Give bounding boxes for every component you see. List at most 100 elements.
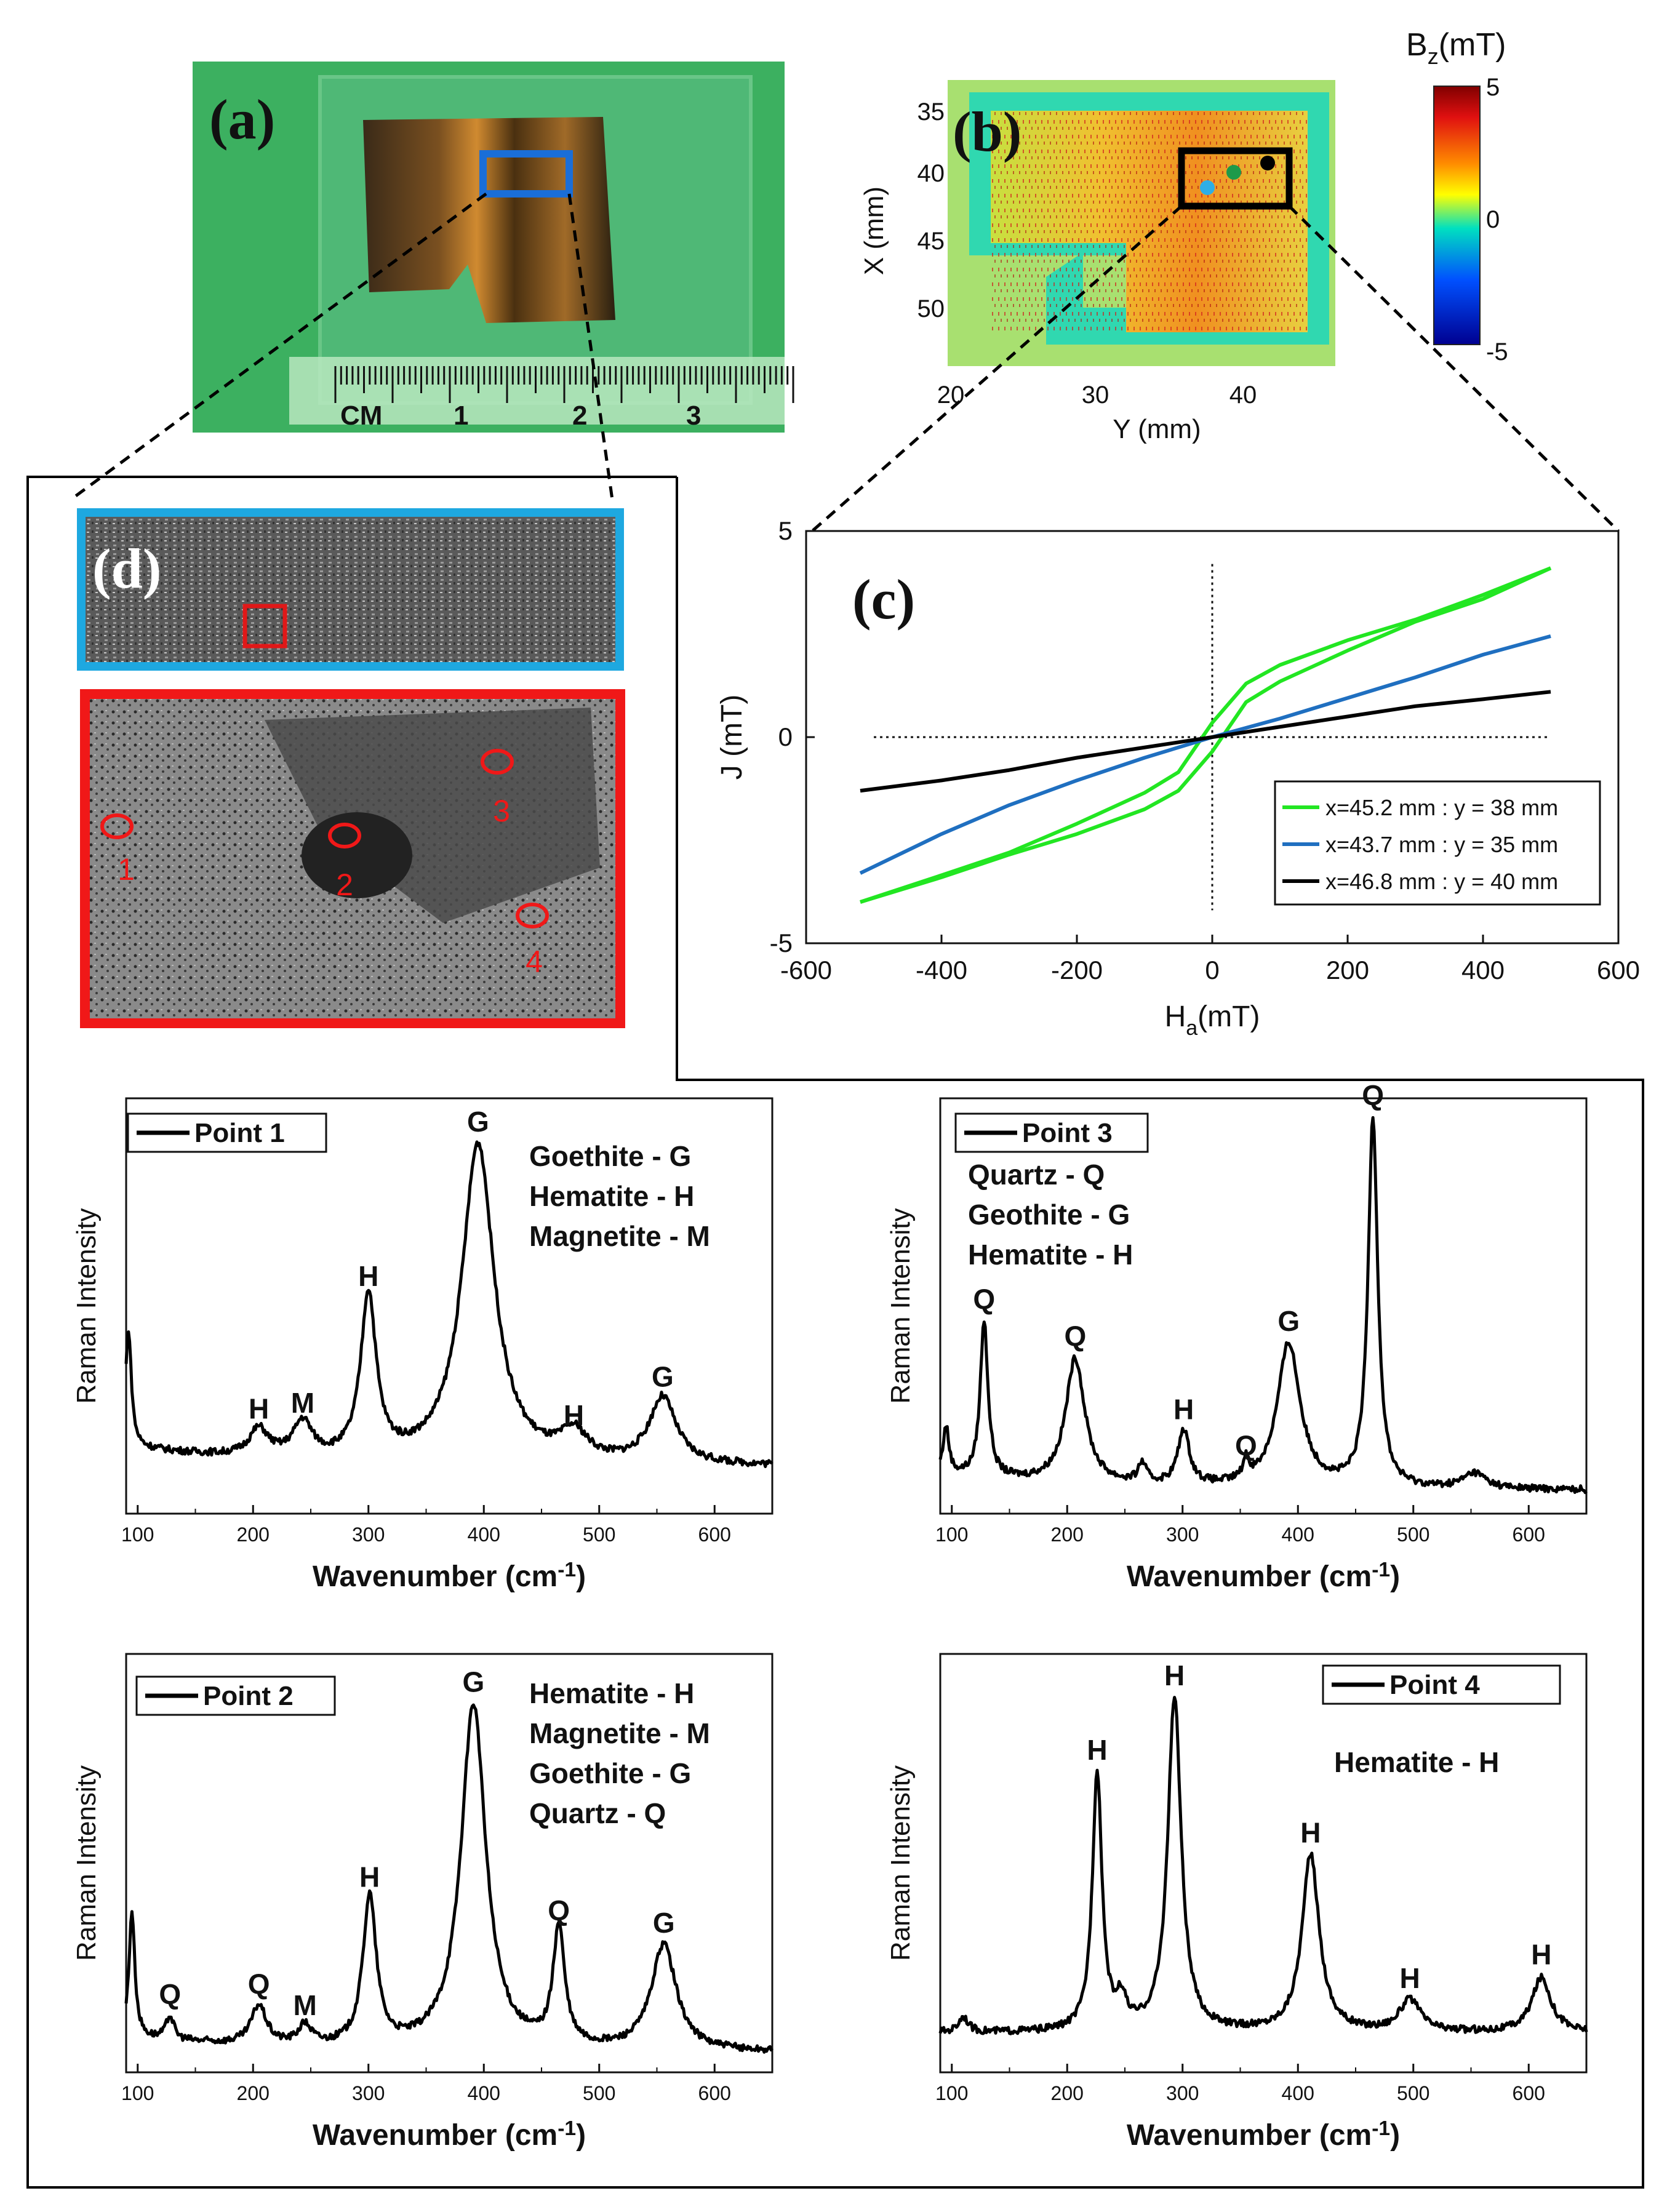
peak-label: Q: [973, 1284, 995, 1316]
panel-letter-b: (b): [953, 100, 1021, 163]
peak-label: Q: [1235, 1429, 1257, 1461]
colorbar-tick-top: 5: [1486, 74, 1500, 101]
raman-chart-point3: 100 200 300 400 500 600 Q Q H Q G Q Wavenumber (cm-1…: [885, 1079, 1588, 1593]
peak-label: M: [293, 1989, 316, 2021]
figure-frame: [26, 476, 1644, 2189]
peak-label: G: [462, 1666, 484, 1698]
map-speckle: [991, 111, 1308, 332]
series-line-2: [860, 690, 1551, 793]
legend-label: Point 3: [1022, 1118, 1113, 1148]
point-marker-black: [1260, 156, 1275, 170]
map-ytick-50: 50: [917, 295, 945, 322]
map-xtick-40: 40: [1229, 381, 1257, 409]
x-tick-label: 400: [468, 2082, 500, 2104]
peak-label: Q: [248, 1968, 270, 2000]
peak-label: G: [652, 1360, 674, 1392]
x-axis-label: Ha(mT): [1165, 1000, 1260, 1040]
mineral-label: Goethite - G: [529, 1140, 691, 1172]
y-tick-label: -5: [770, 928, 793, 957]
peak-label: G: [1277, 1305, 1300, 1337]
x-tick-label: 600: [1597, 956, 1640, 984]
x-tick-label: 200: [237, 1523, 270, 1546]
peak-label: H: [249, 1392, 269, 1424]
panel-d: 1 2 3 4 (d): [77, 508, 625, 1028]
mineral-label: Hematite - H: [529, 1677, 694, 1709]
x-tick-label: -400: [916, 956, 967, 984]
legend-label: Point 2: [203, 1681, 294, 1711]
mineral-label: Goethite - G: [529, 1757, 691, 1789]
dark-grain: [265, 708, 600, 923]
spot-circle-4: [516, 903, 549, 928]
series-line-green-lower: [860, 566, 1552, 904]
map-xtick-30: 30: [1082, 381, 1109, 409]
x-tick-label: 100: [121, 2082, 154, 2104]
legend-label: x=45.2 mm : y = 38 mm: [1325, 795, 1558, 820]
colorbar-tick-mid: 0: [1486, 206, 1500, 233]
mineral-label: Magnetite - M: [529, 1717, 710, 1749]
ruler-label-2: 2: [572, 401, 587, 431]
x-tick-label: 100: [121, 1523, 154, 1546]
peak-label: Q: [159, 1978, 181, 2010]
spectrum-line: [124, 1140, 774, 1468]
connector-lines: [70, 192, 1620, 532]
x-axis-label: Wavenumber (cm-1): [1127, 2117, 1400, 2152]
peak-label: H: [564, 1399, 584, 1431]
map-ytick-40: 40: [917, 160, 945, 187]
spot-label-2: 2: [336, 868, 353, 902]
peak-label: Q: [1362, 1079, 1384, 1111]
mineral-label: Geothite - G: [968, 1199, 1130, 1231]
peak-label: Q: [548, 1895, 570, 1927]
peak-label: H: [1400, 1962, 1420, 1994]
peak-label: H: [1300, 1816, 1321, 1848]
legend-box: [1274, 780, 1601, 906]
peak-label: G: [467, 1106, 489, 1138]
series-line-green-upper: [860, 566, 1552, 904]
map-ylabel: X (mm): [859, 186, 889, 275]
x-tick-label: 100: [935, 2082, 968, 2104]
x-tick-label: -600: [780, 956, 832, 984]
sample-region-box: [479, 150, 573, 198]
y-tick-label: 0: [778, 722, 793, 751]
x-tick-label: 300: [1166, 2082, 1199, 2104]
map-xtick-20: 20: [937, 381, 965, 409]
x-tick-label: 200: [1051, 2082, 1084, 2104]
map-xlabel: Y (mm): [1113, 414, 1201, 444]
peak-label: Q: [1064, 1320, 1086, 1352]
panel-letter-c: (c): [852, 568, 915, 631]
spectrum-line: [938, 1116, 1588, 1495]
spot-label-4: 4: [526, 944, 543, 979]
x-tick-label: 400: [1461, 956, 1505, 984]
mineral-label: Magnetite - M: [529, 1220, 710, 1252]
x-tick-label: 200: [237, 2082, 270, 2104]
x-tick-label: 400: [1282, 1523, 1314, 1546]
plot-area: [939, 1653, 1588, 2074]
legend-label: x=46.8 mm : y = 40 mm: [1325, 869, 1558, 894]
spot-circle-1: [100, 813, 134, 839]
point-marker-green: [1226, 165, 1241, 180]
x-tick-label: 100: [935, 1523, 968, 1546]
x-tick-label: 500: [1397, 1523, 1429, 1546]
legend-label: Point 4: [1389, 1670, 1480, 1700]
x-tick-label: 600: [1513, 2082, 1545, 2104]
colorbar-tick-bot: -5: [1486, 338, 1508, 365]
ruler-label-3: 3: [686, 401, 701, 431]
x-tick-label: 500: [583, 2082, 615, 2104]
x-tick-label: 200: [1051, 1523, 1084, 1546]
x-tick-label: 300: [352, 1523, 385, 1546]
y-tick-label: 5: [778, 516, 793, 545]
peak-label: H: [1531, 1939, 1551, 1971]
mineral-label: Hematite - H: [529, 1180, 694, 1212]
x-tick-label: 500: [1397, 2082, 1429, 2104]
x-tick-label: 300: [352, 2082, 385, 2104]
panel-a: CM 1 2 3 (a): [193, 62, 794, 433]
map-ytick-35: 35: [917, 98, 945, 126]
y-axis-label: Raman Intensity: [885, 1208, 916, 1404]
x-axis-label: Wavenumber (cm-1): [313, 2117, 586, 2152]
x-tick-label: 600: [698, 2082, 731, 2104]
x-tick-label: 0: [1205, 956, 1219, 984]
x-tick-label: 400: [468, 1523, 500, 1546]
y-axis-label: Raman Intensity: [71, 1208, 102, 1404]
